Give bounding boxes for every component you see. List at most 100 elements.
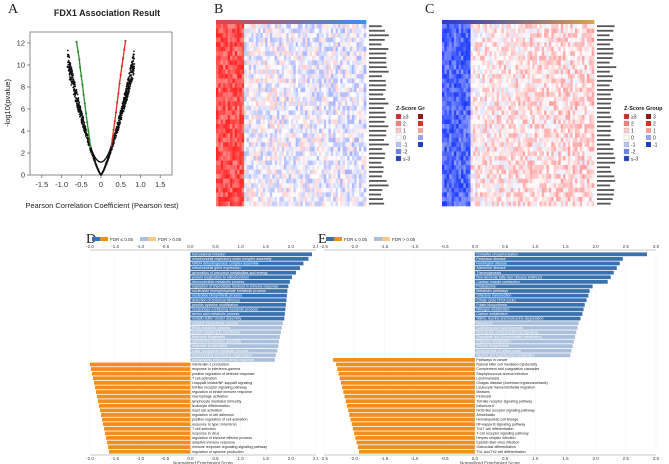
heatmap-cell xyxy=(534,28,538,34)
heatmap-cell xyxy=(510,92,514,98)
heatmap-cell xyxy=(494,105,497,111)
heatmap-cell xyxy=(534,78,538,84)
heatmap-cell xyxy=(354,137,357,143)
heatmap-cell xyxy=(553,51,557,57)
heatmap-cell xyxy=(258,174,261,179)
heatmap-cell xyxy=(262,165,266,170)
heatmap-cell xyxy=(487,69,490,75)
heatmap-cell xyxy=(218,96,221,102)
heatmap-cell xyxy=(276,146,280,152)
group-bar-cell xyxy=(358,20,362,24)
heatmap-cell xyxy=(265,96,268,102)
heatmap-cell xyxy=(321,110,325,116)
gene-label-text xyxy=(369,143,389,146)
heatmap-cell xyxy=(267,128,271,134)
heatmap-cell xyxy=(337,46,341,52)
heatmap-cell xyxy=(312,46,315,52)
heatmap-cell xyxy=(458,92,462,98)
heatmap-cell xyxy=(309,55,313,61)
heatmap-cell xyxy=(283,55,287,61)
heatmap-cell xyxy=(546,96,550,102)
heatmap-cell xyxy=(232,74,236,79)
heatmap-cell xyxy=(248,146,252,152)
heatmap-cell xyxy=(312,160,315,166)
heatmap-cell xyxy=(305,133,308,139)
heatmap-cell xyxy=(230,142,233,148)
heatmap-cell xyxy=(451,101,455,107)
heatmap-cell xyxy=(458,28,462,34)
group-bar-cell xyxy=(309,20,313,24)
heatmap-cell xyxy=(515,101,519,107)
heatmap-cell xyxy=(529,78,533,84)
heatmap-cell xyxy=(255,169,259,175)
heatmap-cell xyxy=(305,78,308,84)
heatmap-cell xyxy=(218,42,221,48)
heatmap-cell xyxy=(216,96,219,102)
heatmap-cell xyxy=(472,92,476,98)
heatmap-cell xyxy=(513,74,516,79)
heatmap-cell xyxy=(363,87,367,93)
heatmap-cell xyxy=(248,165,252,170)
heatmap-cell xyxy=(515,83,519,88)
heatmap-cell xyxy=(475,42,478,48)
heatmap-cell xyxy=(253,151,257,157)
heatmap-cell xyxy=(487,60,490,66)
heatmap-cell xyxy=(328,178,332,184)
heatmap-cell xyxy=(253,124,257,129)
heatmap-cell xyxy=(300,24,304,29)
heatmap-cell xyxy=(470,69,474,75)
heatmap-cell xyxy=(548,96,552,102)
heatmap-cell xyxy=(458,74,462,79)
neutral-point xyxy=(98,171,101,174)
heatmap-cell xyxy=(225,87,229,93)
heatmap-cell xyxy=(293,192,296,198)
heatmap-cell xyxy=(276,78,280,84)
heatmap-cell xyxy=(279,60,282,66)
heatmap-cell xyxy=(337,137,341,143)
heatmap-cell xyxy=(220,146,224,152)
heatmap-cell xyxy=(220,124,224,129)
heatmap-cell xyxy=(461,24,464,29)
heatmap-cell xyxy=(291,115,294,120)
heatmap-cell xyxy=(354,192,357,198)
heatmap-cell xyxy=(363,46,367,52)
heatmap-cell xyxy=(255,151,259,157)
heatmap-cell xyxy=(230,101,233,107)
heatmap-cell xyxy=(354,133,357,139)
heatmap-cell xyxy=(265,155,268,161)
heatmap-cell xyxy=(269,24,273,29)
heatmap-cell xyxy=(351,55,355,61)
heatmap-cell xyxy=(241,33,245,38)
heatmap-cell xyxy=(232,165,236,170)
heatmap-cell xyxy=(480,33,483,38)
heatmap-cell xyxy=(565,28,569,34)
heatmap-cell xyxy=(354,42,357,48)
heatmap-cell xyxy=(340,110,343,116)
heatmap-cell xyxy=(312,87,315,93)
heatmap-cell xyxy=(468,78,471,84)
heatmap-cell xyxy=(475,92,478,98)
heatmap-cell xyxy=(321,151,325,157)
gene-label-text xyxy=(369,129,387,132)
heatmap-cell xyxy=(251,46,254,52)
heatmap-cell xyxy=(314,74,318,79)
neutral-point xyxy=(74,93,77,95)
heatmap-cell xyxy=(265,42,268,48)
heatmap-cell xyxy=(241,101,245,107)
heatmap-cell xyxy=(241,137,245,143)
group-bar-cell xyxy=(281,20,285,24)
heatmap-cell xyxy=(305,51,308,57)
heatmap-cell xyxy=(225,133,229,139)
heatmap-cell xyxy=(258,42,261,48)
heatmap-cell xyxy=(553,37,557,43)
heatmap-cell xyxy=(223,124,226,129)
heatmap-cell xyxy=(255,42,259,48)
neutral-point xyxy=(119,120,121,123)
neutral-point xyxy=(104,165,107,168)
heatmap-cell xyxy=(522,55,526,61)
neutral-point xyxy=(73,85,76,88)
neutral-point xyxy=(128,71,131,74)
heatmap-cell xyxy=(513,87,516,93)
heatmap-cell xyxy=(227,196,231,202)
heatmap-cell xyxy=(251,42,254,48)
